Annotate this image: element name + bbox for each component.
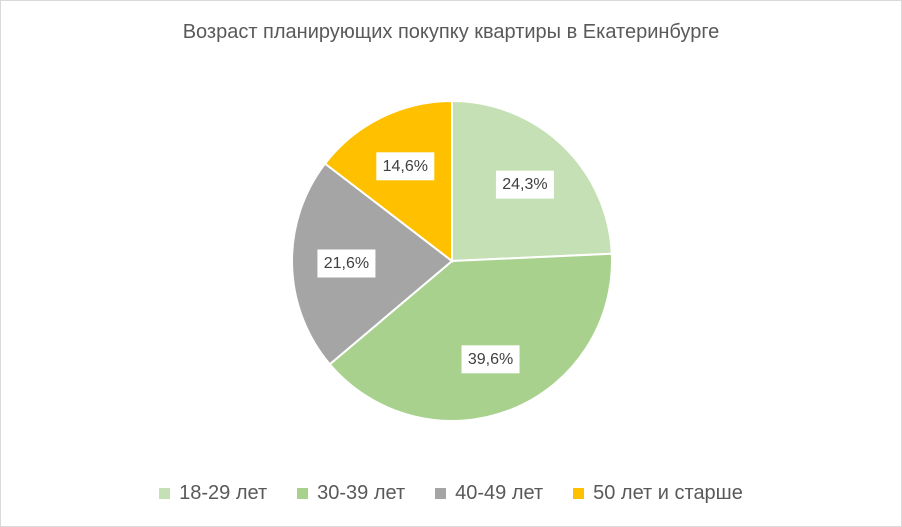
data-label-text: 14,6% (383, 158, 428, 175)
legend-swatch (573, 488, 585, 499)
data-label-box (495, 170, 554, 199)
legend-item-18-29-лет: 18-29 лет (159, 482, 267, 505)
data-label-box (461, 345, 520, 374)
data-label-50-лет-и-старше: 14,6% (376, 152, 435, 181)
data-label-text: 24,3% (502, 176, 547, 193)
legend-item-50-лет-и-старше: 50 лет и старше (573, 482, 743, 505)
pie-chart: 24,3% 39,6% 21,6% 14,6% (291, 99, 613, 422)
legend-item-30-39-лет: 30-39 лет (297, 482, 405, 505)
pie-slice-30-39-лет (328, 252, 613, 422)
data-label-box (376, 152, 435, 181)
legend-swatch (435, 488, 447, 499)
legend: 18-29 лет 30-39 лет 40-49 лет 50 лет и стар… (1, 482, 901, 505)
legend-label: 40-49 лет (455, 482, 544, 504)
data-label-text: 39,6% (468, 351, 513, 368)
data-label-text: 21,6% (324, 255, 369, 272)
legend-label: 18-29 лет (179, 482, 268, 504)
data-label-18-29-лет: 24,3% (495, 170, 554, 199)
data-label-30-39-лет: 39,6% (461, 345, 520, 374)
legend-item-40-49-лет: 40-49 лет (435, 482, 543, 505)
data-label-40-49-лет: 21,6% (317, 249, 376, 278)
chart-title: Возраст планирующих покупку квартиры в Е… (182, 21, 720, 43)
legend-label: 50 лет и старше (593, 482, 743, 504)
data-label-box (317, 249, 376, 278)
legend-label: 30-39 лет (317, 482, 406, 504)
pie-slice-50-лет-и-старше (323, 99, 453, 264)
legend-swatch (297, 488, 309, 499)
legend-swatch (159, 488, 171, 499)
